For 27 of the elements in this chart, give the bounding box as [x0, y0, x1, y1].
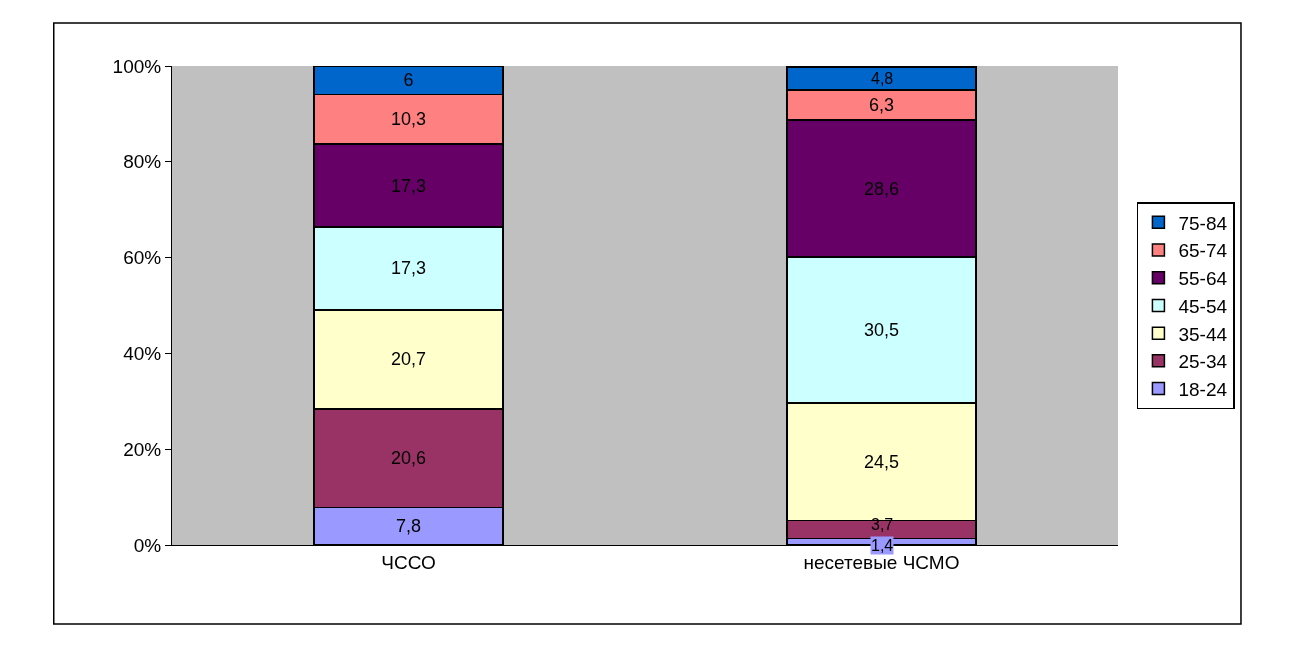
- legend-label: 35-44: [1178, 323, 1228, 345]
- data-label: 20,6: [390, 448, 427, 469]
- y-tick-label: 60%: [123, 247, 162, 269]
- data-label: 20,7: [390, 349, 427, 370]
- legend-label: 25-34: [1178, 351, 1228, 373]
- legend-label: 75-84: [1178, 212, 1228, 234]
- legend-label: 45-54: [1178, 295, 1228, 317]
- y-tick-label: 80%: [123, 151, 162, 173]
- legend-label: 55-64: [1178, 268, 1228, 290]
- x-tick-label: ЧССО: [381, 551, 436, 573]
- data-label: 1,4: [871, 537, 894, 554]
- data-label: 10,3: [390, 109, 427, 130]
- data-label: 7,8: [395, 516, 422, 537]
- data-label: 17,3: [390, 175, 427, 196]
- data-label: 6,3: [868, 95, 895, 116]
- legend-label: 65-74: [1178, 240, 1228, 262]
- data-label: 4,8: [871, 70, 894, 87]
- y-tick-label: 40%: [123, 343, 162, 365]
- data-label: 6: [403, 70, 414, 91]
- y-tick-label: 100%: [112, 55, 162, 77]
- data-label: 17,3: [390, 258, 427, 279]
- legend-label: 18-24: [1178, 378, 1228, 400]
- data-label: 30,5: [863, 320, 900, 341]
- y-tick-label: 20%: [123, 438, 162, 460]
- data-label: 28,6: [863, 178, 900, 199]
- y-tick-label: 0%: [133, 534, 162, 556]
- data-label: 24,5: [863, 451, 900, 472]
